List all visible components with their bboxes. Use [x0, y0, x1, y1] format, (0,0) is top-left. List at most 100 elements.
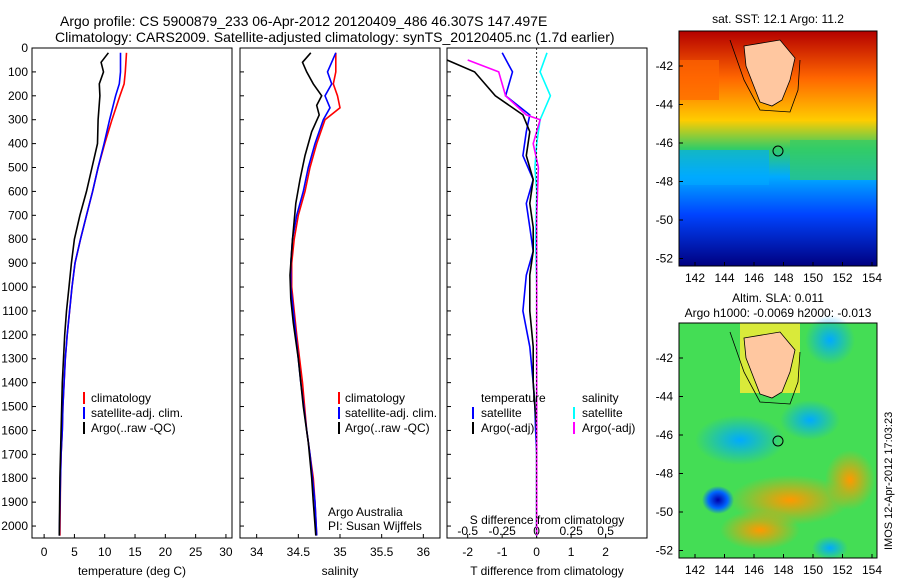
y-tick-label: 1000	[1, 280, 28, 294]
header-line-1: Argo profile: CS 5900879_233 06-Apr-2012…	[60, 13, 547, 29]
legend-satellite: satellite-adj. clim.	[91, 406, 183, 420]
difference-legend: temperature satellite Argo(-adj) salinit…	[472, 391, 635, 435]
legend-climatology: climatology	[91, 391, 151, 405]
lon-tick-label: 150	[803, 271, 823, 285]
lon-tick-label: 142	[685, 271, 705, 285]
y-tick-label: 900	[8, 256, 28, 270]
legend-climatology: climatology	[345, 391, 405, 405]
lon-tick-label: 144	[714, 271, 734, 285]
lat-tick-label: -52	[656, 544, 674, 558]
salinity-panel-frame	[239, 47, 441, 539]
lon-tick-label: 154	[862, 563, 882, 577]
s-tick-label: -0.5	[457, 524, 478, 538]
lon-tick-label: 152	[832, 563, 852, 577]
series-line	[501, 52, 538, 536]
y-tick-label: 1700	[1, 447, 28, 461]
difference-panel-frame	[446, 47, 648, 539]
legend-temp-argo: Argo(-adj)	[481, 421, 534, 435]
legend-sal-argo: Argo(-adj)	[582, 421, 635, 435]
series-line	[290, 52, 341, 536]
y-tick-label: 0	[21, 41, 28, 55]
y-tick-label: 1100	[2, 304, 28, 318]
x-tick-label: 35.5	[370, 545, 394, 559]
x-tick-label: 34.5	[287, 545, 311, 559]
y-tick-label: 1600	[1, 423, 28, 437]
lon-tick-label: 150	[803, 563, 823, 577]
sst-map-title: sat. SST: 12.1 Argo: 11.2	[712, 12, 844, 26]
imos-caption: IMOS 12-Apr-2012 17:03:23	[883, 412, 895, 550]
lat-tick-label: -50	[656, 505, 674, 519]
x-tick-label: 20	[159, 545, 173, 559]
s-tick-label: 0.5	[597, 524, 614, 538]
x-tick-label: 0	[533, 545, 540, 559]
lon-tick-label: 146	[744, 563, 764, 577]
y-tick-label: 600	[8, 184, 28, 198]
lat-tick-label: -46	[656, 428, 674, 442]
lon-tick-label: 148	[773, 271, 793, 285]
temperature-panel-frame	[31, 47, 233, 539]
x-tick-label: 0	[41, 545, 48, 559]
y-tick-label: 500	[8, 161, 28, 175]
lat-tick-label: -44	[656, 98, 674, 112]
salinity-xlabel: salinity	[322, 564, 359, 578]
lat-tick-label: -46	[656, 136, 674, 150]
series-line	[446, 59, 538, 536]
legend-temp-satellite: satellite	[481, 406, 522, 420]
y-tick-label: 300	[8, 113, 28, 127]
sla-map-title-2: Argo h1000: -0.0069 h2000: -0.013	[685, 306, 872, 320]
y-tick-label: 1400	[1, 376, 28, 390]
lon-tick-label: 144	[714, 563, 734, 577]
salinity-legend: climatology satellite-adj. clim. Argo(..…	[338, 391, 437, 435]
lat-tick-label: -48	[656, 467, 674, 481]
lon-tick-label: 146	[744, 271, 764, 285]
y-tick-label: 1900	[1, 495, 28, 509]
s-tick-label: -0.25	[488, 524, 516, 538]
x-tick-label: 35	[333, 545, 347, 559]
series-line	[58, 52, 110, 536]
x-tick-label: -1	[497, 545, 508, 559]
axes-layer: 0100200300400500600700800900100011001200…	[1, 41, 614, 559]
legend-temperature-title: temperature	[481, 391, 546, 405]
x-tick-label: 34	[250, 545, 264, 559]
lon-tick-label: 148	[773, 563, 793, 577]
profile-lines	[58, 52, 552, 536]
lat-tick-label: -42	[656, 59, 674, 73]
y-tick-label: 1200	[1, 328, 28, 342]
y-tick-label: 2000	[1, 519, 28, 533]
y-tick-label: 200	[8, 89, 28, 103]
s-difference-title: S difference from climatology	[470, 513, 625, 527]
legend-satellite: satellite-adj. clim.	[345, 406, 437, 420]
x-tick-label: 2	[602, 545, 609, 559]
x-tick-label: 1	[568, 545, 575, 559]
legend-sal-satellite: satellite	[582, 406, 623, 420]
lon-tick-label: 152	[832, 271, 852, 285]
lat-tick-label: -48	[656, 175, 674, 189]
sla-map-title-1: Altim. SLA: 0.011	[732, 291, 824, 305]
header-line-2: Climatology: CARS2009. Satellite-adjuste…	[55, 29, 615, 45]
lon-tick-label: 142	[685, 563, 705, 577]
sla-map	[678, 315, 878, 560]
annotation-line-2: PI: Susan Wijffels	[328, 519, 422, 533]
legend-salinity-title: salinity	[582, 391, 619, 405]
series-line	[58, 52, 122, 536]
annotation-line-1: Argo Australia	[328, 505, 403, 519]
x-tick-label: 15	[128, 545, 142, 559]
lat-tick-label: -50	[656, 213, 674, 227]
y-tick-label: 100	[8, 65, 28, 79]
x-tick-label: 10	[98, 545, 112, 559]
lat-tick-label: -42	[656, 351, 674, 365]
x-tick-label: -2	[462, 545, 473, 559]
series-line	[467, 59, 542, 536]
lat-tick-label: -52	[656, 252, 674, 266]
series-line	[289, 52, 337, 536]
x-tick-label: 25	[189, 545, 203, 559]
x-tick-label: 5	[71, 545, 78, 559]
tasmania-landmass	[743, 39, 796, 107]
x-tick-label: 30	[219, 545, 233, 559]
temperature-xlabel: temperature (deg C)	[78, 564, 186, 578]
temperature-legend: climatology satellite-adj. clim. Argo(..…	[83, 391, 183, 435]
t-difference-xlabel: T difference from climatology	[470, 564, 624, 578]
legend-argo: Argo(..raw -QC)	[345, 421, 430, 435]
s-tick-label: 0.25	[559, 524, 583, 538]
